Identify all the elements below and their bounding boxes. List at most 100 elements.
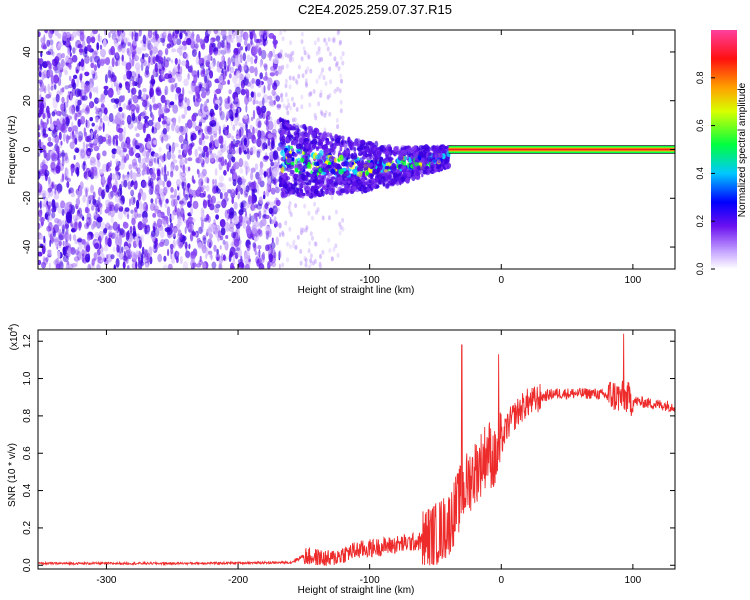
spectrogram-cell: [281, 36, 285, 42]
spectrogram-cell: [106, 254, 109, 260]
spectrogram-cell: [371, 185, 377, 189]
spectrogram-cell: [272, 167, 278, 178]
spectrogram-cell: [234, 143, 239, 148]
spectrogram-cell: [131, 51, 137, 56]
spectrogram-cell: [149, 50, 153, 56]
spectrogram-cell: [58, 240, 62, 247]
spectrogram-cell: [293, 117, 297, 123]
spectrogram-cell: [201, 43, 206, 50]
spectrogram-cell: [86, 198, 89, 209]
spectrogram-cell: [137, 221, 144, 231]
spectrogram-cell: [183, 78, 189, 87]
spectrogram-cell: [38, 183, 43, 193]
spectrogram-cell: [150, 38, 157, 43]
spectrogram-cell: [262, 76, 269, 81]
spectrogram-cell: [238, 158, 244, 168]
spectrogram-cell: [267, 77, 273, 86]
spectrogram-cell: [135, 115, 141, 124]
spectrogram-cell: [284, 52, 288, 58]
spectrogram-cell: [284, 78, 288, 84]
spectrogram-cell: [208, 142, 213, 148]
spectrogram-cell: [367, 162, 373, 168]
spectrogram-cell: [55, 110, 62, 116]
spectrogram-cell: [158, 243, 161, 248]
spectrogram-cell: [129, 198, 131, 207]
spectrogram-cell: [62, 246, 66, 252]
spectrogram-cell: [417, 166, 423, 171]
spectrogram-cell: [75, 213, 81, 220]
spectrogram-cell: [253, 33, 257, 43]
spectrogram-cell: [127, 230, 130, 240]
spectrogram-cell: [310, 186, 315, 192]
spectrogram-cell: [328, 51, 332, 57]
spectrogram-cell: [301, 193, 305, 199]
spectrogram-cell: [262, 94, 269, 104]
colorbar-tick-label: 0.8: [695, 72, 705, 85]
spectrogram-cell: [216, 188, 221, 194]
spectrogram-cell: [47, 249, 52, 254]
spectrogram-cell: [351, 162, 355, 165]
spectrogram-cell: [49, 239, 52, 248]
spectrogram-cell: [146, 37, 149, 46]
spectrogram-cell: [220, 39, 226, 48]
spectrogram-cell: [221, 55, 224, 61]
spectrogram-cell: [87, 194, 93, 201]
spectrogram-cell: [299, 133, 305, 141]
spectrogram-cell: [133, 180, 136, 189]
spectrogram-cell: [39, 81, 42, 87]
spectrogram-cell: [81, 95, 88, 101]
spectrogram-cell: [351, 186, 357, 192]
spectrogram-cell: [186, 183, 191, 189]
spectrogram-cell: [313, 169, 318, 174]
spectrogram-cell: [50, 74, 55, 85]
spectrogram-cell: [213, 45, 217, 53]
spectrogram-cell: [161, 61, 166, 68]
spectrogram-cell: [79, 73, 83, 81]
spectrogram-cell: [238, 128, 242, 139]
spectrogram-cell: [67, 91, 70, 96]
spectrogram-cell: [247, 43, 251, 51]
spectrogram-cell: [207, 126, 213, 135]
spectrogram-cell: [272, 48, 276, 57]
spectrogram-cell: [163, 108, 170, 113]
spectrogram-cell: [186, 38, 192, 46]
spectrogram-cell: [249, 147, 254, 156]
spectrogram-cell: [108, 191, 114, 200]
spectrogram-cell: [278, 164, 283, 169]
spectrogram-cell: [151, 114, 155, 122]
spectrogram-cell: [257, 184, 260, 195]
spectrogram-cell: [118, 245, 122, 254]
spectrogram-cell: [184, 53, 189, 58]
spectrogram-cell: [115, 166, 120, 172]
spectrogram-cell: [250, 171, 254, 181]
spectrogram-cell: [108, 112, 114, 123]
spectrogram-cell: [250, 84, 254, 89]
spectrogram-cell: [240, 124, 245, 134]
spectrogram-cell: [75, 260, 79, 267]
spectrogram-cell: [176, 207, 181, 217]
spectrogram-cell: [54, 184, 58, 191]
spectrogram-cell: [195, 125, 199, 132]
spectrogram-cell: [316, 207, 320, 213]
spectrogram-cell: [147, 42, 152, 51]
spectrogram-cell: [198, 137, 203, 146]
spectrogram-cell: [392, 172, 399, 179]
spectrogram-cell: [308, 179, 312, 186]
spectrogram-cell: [100, 48, 106, 58]
spectrogram-cell: [308, 125, 312, 133]
spectrogram-cell: [247, 195, 253, 205]
spectrogram-cell: [254, 163, 259, 171]
spectrogram-cell: [245, 46, 248, 52]
spectrogram-cell: [207, 74, 210, 80]
spectrogram-cell: [213, 30, 219, 35]
spectrogram-cell: [239, 54, 243, 64]
spectrogram-cell: [205, 184, 210, 192]
spectrogram-cell: [252, 46, 258, 55]
spectrogram-cell: [214, 99, 221, 104]
spectrogram-cell: [127, 180, 132, 190]
spectrogram-cell: [216, 256, 219, 262]
spectrogram-cell: [305, 140, 309, 145]
spectrogram-cell: [337, 66, 341, 71]
spectrogram-cell: [225, 48, 231, 54]
